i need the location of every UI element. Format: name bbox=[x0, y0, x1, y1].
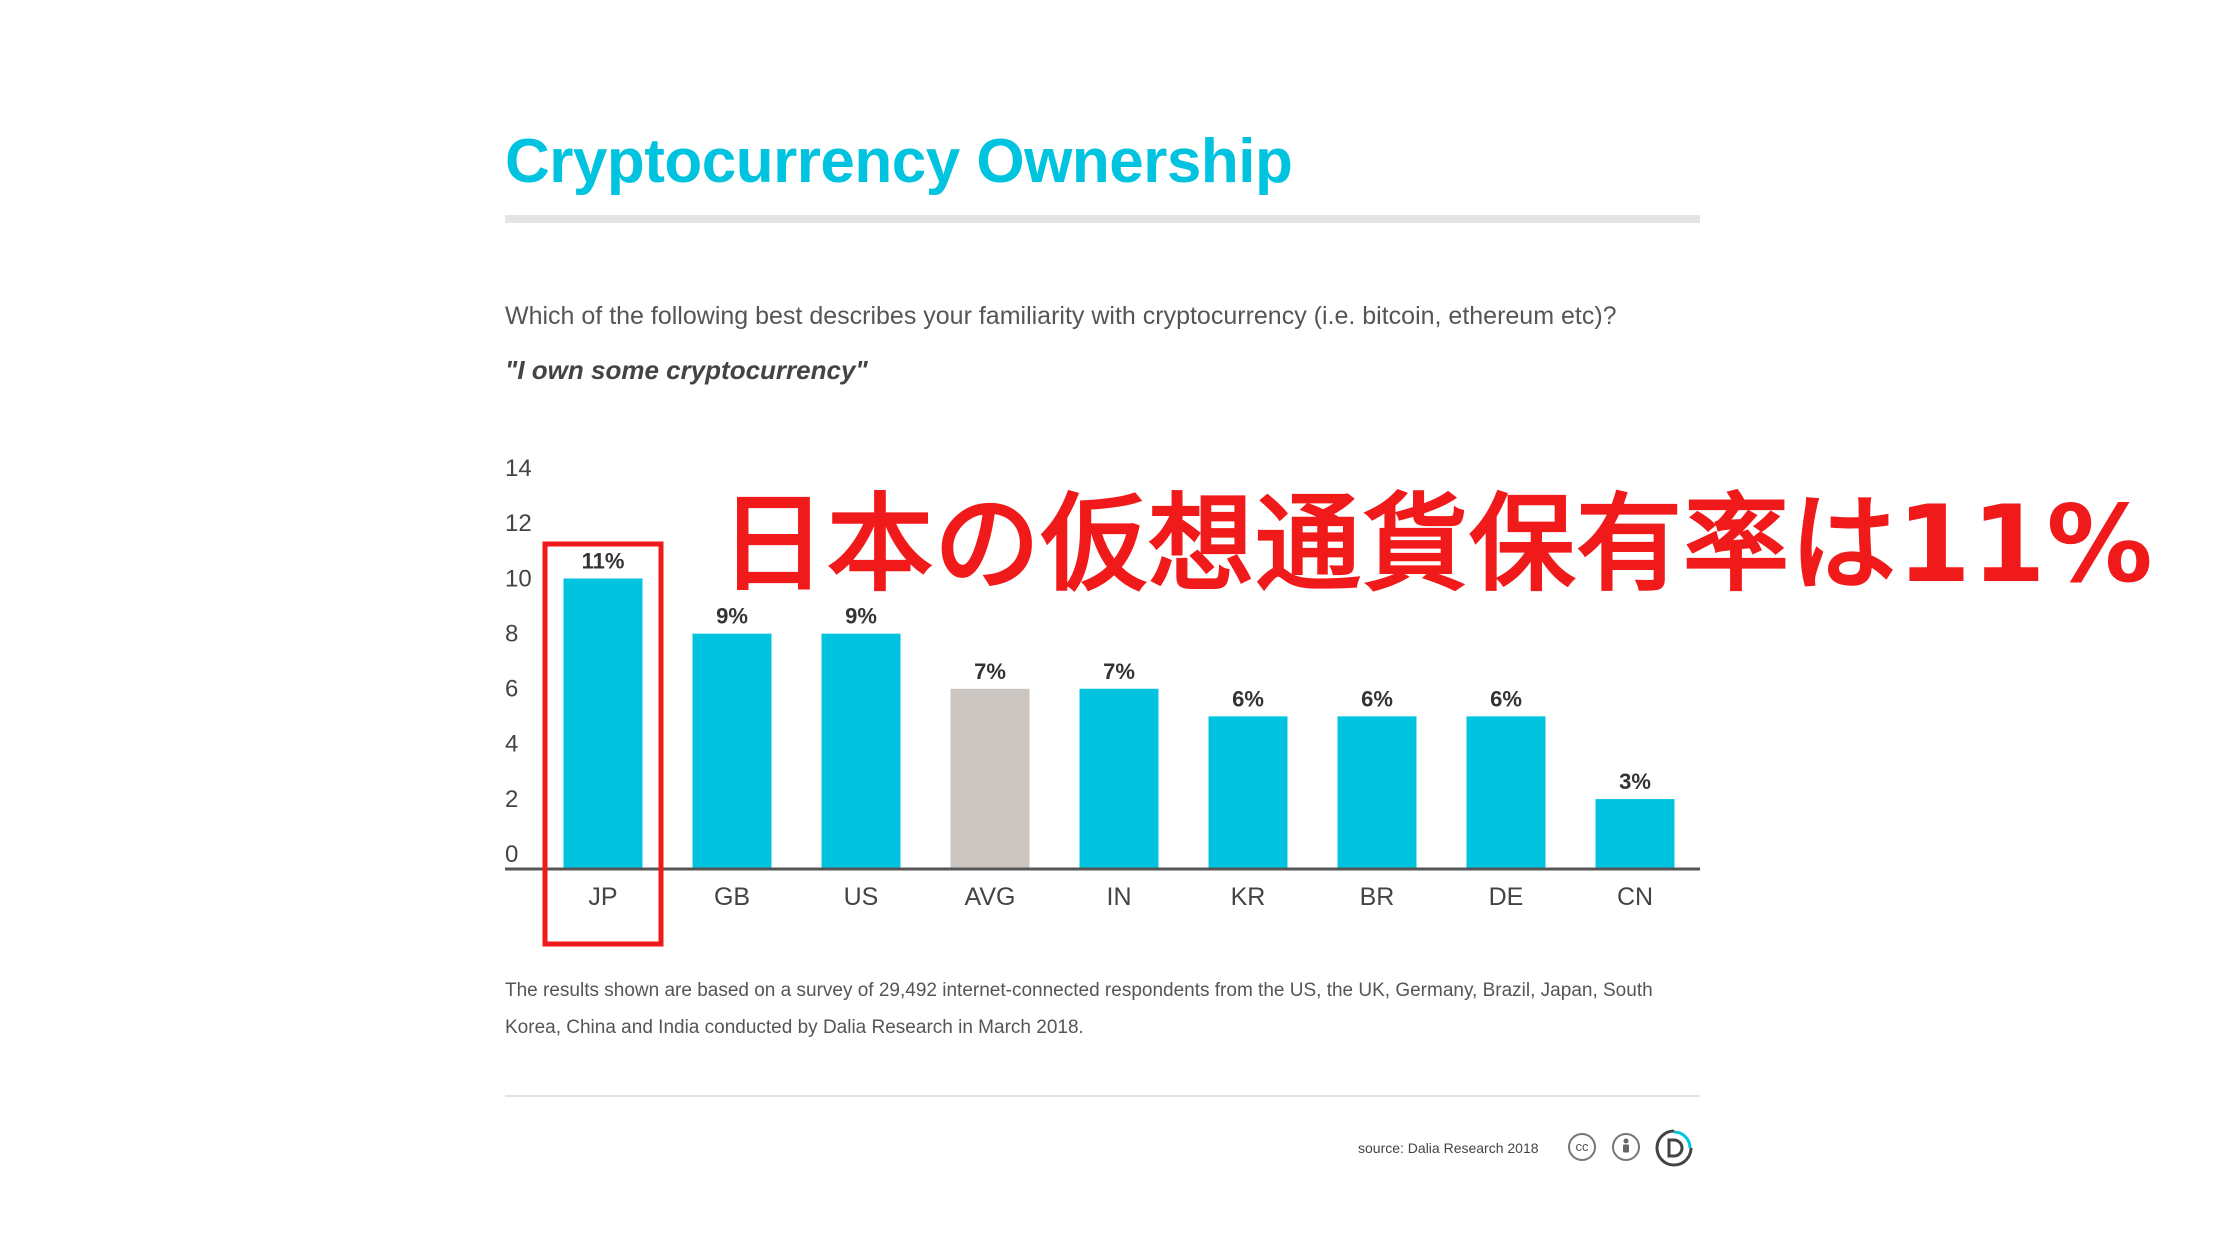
cc-label: cc bbox=[1575, 1139, 1589, 1154]
creative-commons-icon: cc bbox=[1568, 1133, 1596, 1161]
bar-gb bbox=[692, 633, 772, 868]
y-tick-label: 2 bbox=[505, 786, 518, 813]
data-label-avg: 7% bbox=[974, 659, 1006, 684]
bar-kr bbox=[1208, 716, 1288, 868]
data-label-gb: 9% bbox=[716, 604, 748, 629]
bar-jp bbox=[563, 578, 643, 868]
bar-us bbox=[821, 633, 901, 868]
survey-answer-quote: "I own some cryptocurrency" bbox=[505, 355, 868, 385]
bar-cn bbox=[1595, 799, 1675, 868]
y-tick-label: 4 bbox=[505, 731, 518, 758]
data-label-jp: 11% bbox=[582, 549, 625, 574]
data-labels: 11% 9% 9% 7% 7% 6% 6% 6% 3% bbox=[582, 549, 1651, 795]
y-tick-label: 14 bbox=[505, 455, 532, 482]
x-tick-label-jp: JP bbox=[588, 883, 617, 911]
y-tick-label: 8 bbox=[505, 620, 518, 647]
x-tick-label-in: IN bbox=[1107, 883, 1132, 911]
annotation-text: 日本の仮想通貨保有率は11% bbox=[720, 483, 2154, 606]
y-tick-label: 0 bbox=[505, 841, 518, 868]
x-tick-label-gb: GB bbox=[714, 883, 750, 911]
data-label-us: 9% bbox=[845, 604, 877, 629]
data-label-br: 6% bbox=[1361, 686, 1393, 711]
survey-question: Which of the following best describes yo… bbox=[505, 302, 1617, 330]
x-tick-label-us: US bbox=[844, 883, 879, 911]
y-tick-label: 6 bbox=[505, 676, 518, 703]
bar-series bbox=[563, 578, 1675, 868]
x-axis: JP GB US AVG IN KR BR DE CN bbox=[588, 883, 1653, 911]
dalia-logo-icon bbox=[1655, 1129, 1693, 1167]
y-tick-label: 12 bbox=[505, 510, 532, 537]
footer-divider bbox=[505, 1095, 1700, 1097]
attribution-person-icon bbox=[1612, 1133, 1640, 1161]
x-tick-label-kr: KR bbox=[1231, 883, 1266, 911]
x-tick-label-de: DE bbox=[1489, 883, 1524, 911]
source-text: source: Dalia Research 2018 bbox=[1358, 1140, 1539, 1156]
y-axis: 0 2 4 6 8 10 12 14 bbox=[505, 455, 532, 868]
highlight-box bbox=[542, 541, 664, 947]
bar-br bbox=[1337, 716, 1417, 868]
y-tick-label: 10 bbox=[505, 565, 532, 592]
survey-note: The results shown are based on a survey … bbox=[505, 980, 1653, 1038]
bar-de bbox=[1466, 716, 1546, 868]
data-label-de: 6% bbox=[1490, 686, 1522, 711]
title-divider bbox=[505, 215, 1700, 223]
data-label-in: 7% bbox=[1103, 659, 1135, 684]
bar-avg bbox=[950, 688, 1030, 868]
x-tick-label-br: BR bbox=[1360, 883, 1395, 911]
x-tick-label-avg: AVG bbox=[965, 883, 1016, 911]
data-label-kr: 6% bbox=[1232, 686, 1264, 711]
x-tick-label-cn: CN bbox=[1617, 883, 1653, 911]
data-label-cn: 3% bbox=[1619, 769, 1651, 794]
chart-title: Cryptocurrency Ownership bbox=[505, 127, 1293, 196]
bar-in bbox=[1079, 688, 1159, 868]
